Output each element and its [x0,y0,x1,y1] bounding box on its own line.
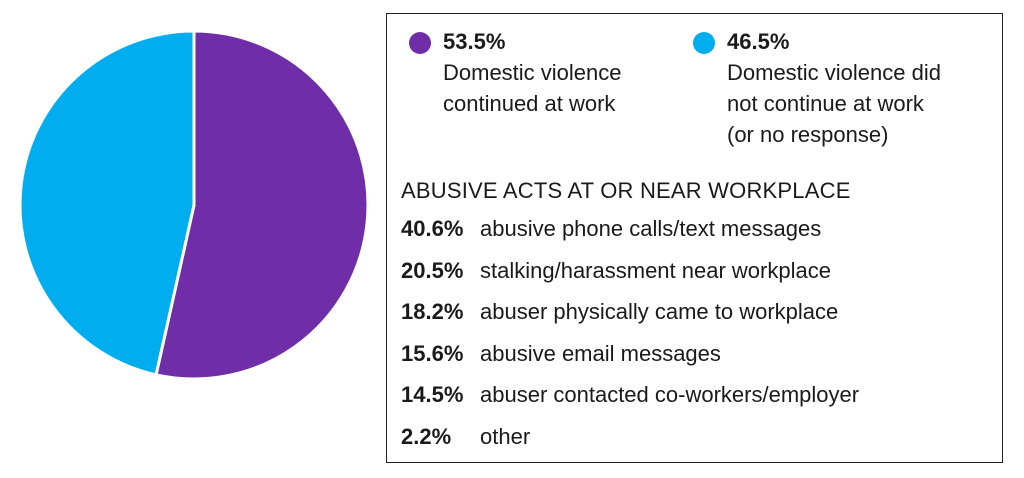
legend-entry-continued: 53.5% Domestic violence continued at wor… [409,26,622,119]
pie-slice-0 [154,29,370,381]
act-percent: 2.2% [401,423,452,449]
act-label: abusive phone calls/text messages [480,216,822,241]
legend-swatch-not-continued [693,32,715,54]
legend-percent-not-continued: 46.5% [727,29,790,54]
legend-box: 53.5% Domestic violence continued at wor… [386,13,1003,463]
act-row: 14.5% abuser contacted co-workers/employe… [401,382,859,424]
act-label: other [480,423,531,449]
act-row: 20.5% stalking/harassment near workplace [401,258,859,300]
act-row: 40.6% abusive phone calls/text messages [401,216,859,258]
act-row: 15.6% abusive email messages [401,341,859,383]
act-row: 2.2% other [401,424,859,466]
act-label: abuser physically came to workplace [480,299,839,324]
act-percent: 18.2% [401,299,464,324]
legend-label-continued: Domestic violence continued at work [443,60,622,116]
act-percent: 15.6% [401,340,464,366]
pie-chart [18,29,370,381]
legend-percent-continued: 53.5% [443,29,506,54]
legend-entry-not-continued: 46.5% Domestic violence did not continue… [693,26,941,150]
act-percent: 40.6% [401,216,464,241]
act-label: stalking/harassment near workplace [480,257,831,283]
act-percent: 20.5% [401,257,464,283]
legend-label-not-continued: Domestic violence did not continue at wo… [727,60,941,147]
pie-slice-1 [18,29,196,377]
act-label: abuser contacted co-workers/employer [480,382,860,407]
abusive-acts-title: ABUSIVE ACTS AT OR NEAR WORKPLACE [401,178,851,203]
act-label: abusive email messages [480,340,721,366]
legend-swatch-continued [409,32,431,54]
act-percent: 14.5% [401,382,464,407]
abusive-acts-list: ABUSIVE ACTS AT OR NEAR WORKPLACE 40.6% a… [401,178,859,465]
act-row: 18.2% abuser physically came to workplace [401,299,859,341]
